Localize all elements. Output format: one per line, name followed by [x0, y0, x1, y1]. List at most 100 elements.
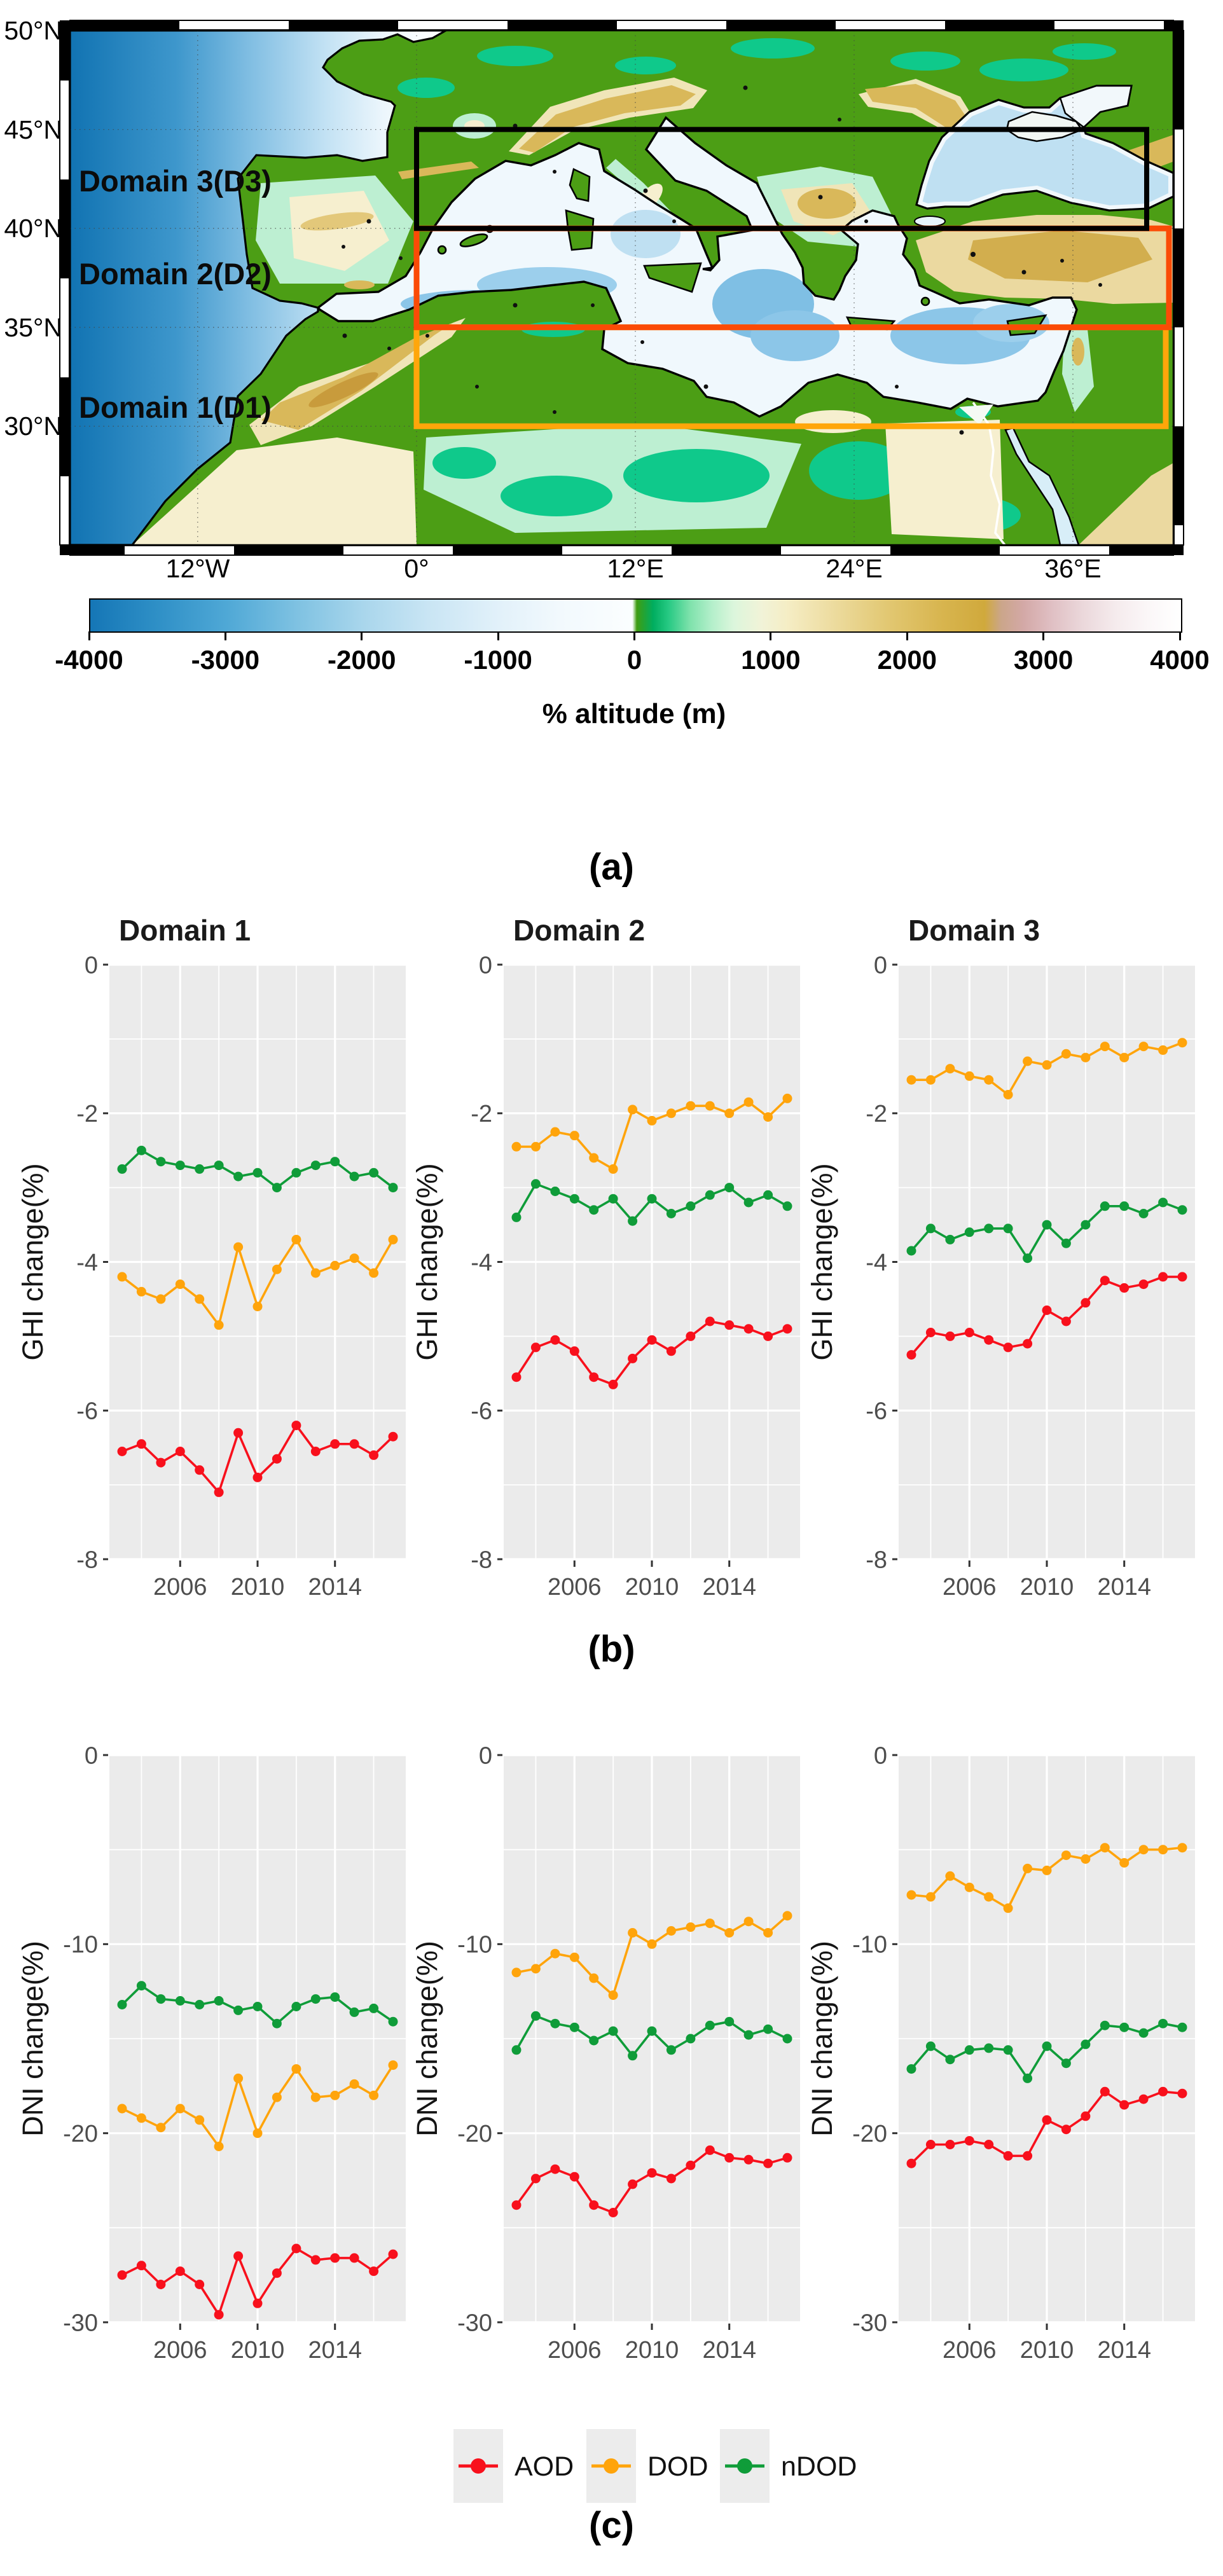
- data-point-ndod: [1119, 2022, 1130, 2032]
- data-point-dod: [1177, 1843, 1187, 1853]
- data-point-aod: [724, 1320, 735, 1330]
- data-point-dod: [763, 1928, 773, 1938]
- legend-label: AOD: [515, 2451, 574, 2482]
- data-point-dod: [608, 1990, 618, 2001]
- data-point-dod: [906, 1075, 916, 1085]
- data-point-dod: [369, 1268, 379, 1278]
- major-gridlines: [504, 963, 800, 1560]
- data-point-aod: [272, 1454, 282, 1464]
- data-point-dod: [1061, 1850, 1071, 1861]
- lat-label-50n: 50°N: [4, 16, 62, 45]
- data-point-ndod: [782, 1201, 792, 1211]
- y-tick-label: -10: [63, 1932, 98, 1959]
- x-tick-label: 2014: [1097, 2337, 1151, 2364]
- data-point-ndod: [272, 1183, 282, 1193]
- data-point-ndod: [589, 1205, 599, 1215]
- colorbar-tick-label: -3000: [191, 645, 260, 675]
- data-point-dod: [569, 1131, 579, 1141]
- series-ndod: [511, 1179, 792, 1226]
- data-point-ndod: [511, 1212, 522, 1222]
- y-axis-label: GHI change(%): [806, 1163, 838, 1360]
- data-point-dod: [1100, 1042, 1110, 1052]
- major-gridlines: [109, 963, 406, 1560]
- domain-3-label: Domain 3(D3): [79, 164, 272, 198]
- map-panel: Domain 3(D3) Domain 2(D2) Domain 1(D1) 5…: [0, 0, 1223, 928]
- series-aod: [117, 2243, 398, 2320]
- series-ndod: [906, 1197, 1187, 1264]
- data-point-aod: [233, 2251, 244, 2261]
- colorbar-tick-label: 0: [626, 645, 642, 675]
- data-point-ndod: [233, 1171, 244, 1181]
- data-point-dod: [1061, 1049, 1071, 1059]
- chart-title: Domain 2: [513, 914, 645, 947]
- colorbar-tick: [224, 631, 226, 640]
- data-point-aod: [1003, 1342, 1013, 1353]
- data-point-dod: [1138, 1042, 1149, 1052]
- major-gridlines: [899, 1754, 1195, 2324]
- data-point-aod: [1119, 1283, 1130, 1293]
- y-axis-label: DNI change(%): [17, 1941, 49, 2137]
- data-point-dod: [310, 2092, 321, 2102]
- data-point-dod: [1158, 1845, 1168, 1855]
- minor-gridlines: [504, 1755, 800, 2322]
- panel-label-a: (a): [589, 846, 634, 888]
- data-point-ndod: [252, 2002, 263, 2011]
- lon-label-24e: 24°E: [826, 554, 883, 583]
- chart-title: Domain 3: [908, 914, 1040, 947]
- data-point-aod: [1042, 1305, 1052, 1315]
- y-tick-label: 0: [874, 1742, 887, 1769]
- map-content: Domain 3(D3) Domain 2(D2) Domain 1(D1): [69, 29, 1175, 546]
- data-point-ndod: [1023, 1253, 1033, 1264]
- data-point-aod: [1100, 2086, 1110, 2097]
- data-point-ndod: [705, 2020, 715, 2030]
- series-ndod: [117, 1145, 398, 1193]
- data-point-aod: [330, 1439, 340, 1449]
- data-point-ndod: [984, 1223, 994, 1234]
- colorbar-tick: [1042, 631, 1045, 640]
- series-ndod: [906, 2018, 1187, 2083]
- data-point-aod: [1158, 2086, 1168, 2097]
- data-point-aod: [252, 1472, 263, 1482]
- lon-label-12w: 12°W: [165, 554, 230, 583]
- data-point-dod: [647, 1115, 657, 1126]
- sicily: [643, 262, 702, 293]
- x-tick-label: 2006: [943, 2337, 997, 2364]
- data-point-dod: [233, 2073, 244, 2083]
- data-point-dod: [1042, 1060, 1052, 1070]
- data-point-ndod: [310, 1994, 321, 2004]
- colorbar-tick-label: -4000: [55, 645, 123, 675]
- chart-title: Domain 1: [119, 914, 251, 947]
- data-point-dod: [272, 1264, 282, 1274]
- y-tick-label: 0: [479, 952, 492, 979]
- y-tick-label: -6: [866, 1398, 887, 1425]
- x-tick-label: 2010: [1020, 1574, 1074, 1601]
- data-point-ndod: [1061, 2058, 1071, 2069]
- y-tick-label: -8: [471, 1546, 492, 1573]
- data-point-ndod: [388, 1183, 398, 1193]
- data-point-aod: [1023, 2151, 1033, 2161]
- data-point-aod: [743, 2154, 754, 2165]
- data-point-aod: [666, 1346, 676, 1356]
- data-point-ndod: [945, 1234, 955, 1244]
- data-point-dod: [925, 1075, 936, 1085]
- rhodes: [920, 296, 930, 307]
- data-point-dod: [1138, 1845, 1149, 1855]
- data-point-ndod: [1158, 2018, 1168, 2028]
- data-point-ndod: [569, 2022, 579, 2032]
- series-aod: [906, 2086, 1187, 2168]
- data-point-aod: [310, 2255, 321, 2265]
- major-gridlines: [109, 1754, 406, 2324]
- series-aod: [511, 2145, 792, 2217]
- data-point-aod: [589, 2200, 599, 2210]
- data-point-ndod: [1100, 1201, 1110, 1211]
- y-tick-label: -2: [471, 1101, 492, 1127]
- data-point-dod: [291, 1234, 301, 1244]
- legend-key-dot: [471, 2458, 486, 2474]
- x-tick-label: 2010: [625, 2337, 679, 2364]
- data-point-ndod: [214, 1996, 224, 2006]
- data-point-dod: [252, 1302, 263, 1312]
- data-point-aod: [1023, 1339, 1033, 1349]
- data-point-dod: [511, 1967, 522, 1978]
- data-point-dod: [233, 1242, 244, 1252]
- data-point-dod: [369, 2090, 379, 2100]
